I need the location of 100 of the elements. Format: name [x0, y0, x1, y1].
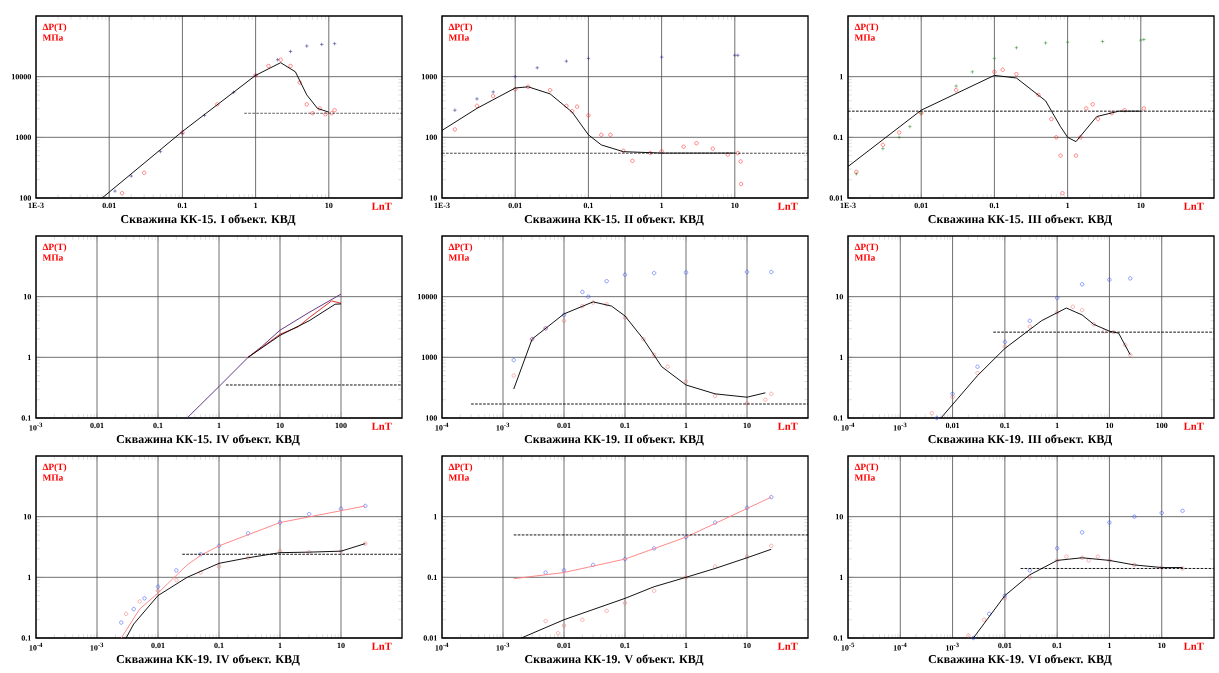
x-axis-title: LnT	[1183, 642, 1204, 650]
x-axis-title: LnT	[777, 202, 798, 210]
x-tick-label: 1	[684, 422, 688, 428]
x-tick-label: 10$^{-3}$	[90, 642, 104, 651]
y-tick-label: 1	[433, 514, 437, 520]
x-tick-label: 10$^{-3}$	[496, 422, 510, 431]
text: Скважина КК-19. VI объект. КВД	[928, 654, 1112, 666]
x-tick-label: 1	[278, 642, 282, 648]
x-tick-label: 10	[731, 202, 739, 209]
x-tick-label: 1E-3	[28, 202, 44, 209]
text: Скважина КК-19. V объект. КВД	[525, 654, 704, 666]
y-axis-title: ΔP(T) МПа	[854, 243, 879, 261]
y-tick-label: 1	[839, 574, 843, 580]
x-tick-label: 10$^{-4}$	[29, 642, 43, 651]
y-tick-label: 10	[23, 513, 31, 520]
x-tick-label: 10	[1106, 422, 1114, 429]
y-tick-label: 1	[839, 74, 843, 80]
y-tick-label: 0.1	[427, 574, 437, 581]
x-tick-label: 1	[217, 422, 221, 428]
x-tick-label: 10$^{-4}$	[435, 422, 449, 431]
x-tick-label: 10	[276, 422, 284, 429]
y-axis-title: ΔP(T) МПа	[448, 243, 473, 261]
y-tick-label: 10	[429, 195, 437, 201]
x-axis-title: LnT	[777, 422, 798, 430]
y-tick-label: 10	[835, 293, 843, 300]
x-tick-label: 0.01	[914, 202, 928, 209]
x-tick-label: 10	[743, 422, 751, 429]
x-tick-label: 0.01	[90, 422, 104, 429]
x-axis-title: LnT	[371, 642, 392, 650]
x-tick-label: 0.1	[177, 202, 187, 209]
x-tick-label: 1	[660, 202, 664, 208]
y-axis-title: ΔP(T) МПа	[42, 243, 67, 261]
x-tick-label: 10$^{-3}$	[29, 422, 43, 431]
x-tick-label: 1	[1108, 642, 1112, 648]
x-tick-label: 1E-3	[434, 202, 450, 209]
x-tick-label: 10	[743, 642, 751, 649]
y-tick-label: 0.1	[21, 415, 31, 421]
text: Скважина КК-15. I объект. КВД	[121, 214, 296, 226]
y-tick-label: 0.1	[833, 415, 843, 421]
x-tick-label: 10$^{-4}$	[893, 642, 907, 651]
x-tick-label: 10	[1158, 642, 1166, 649]
y-tick-label: 1000	[421, 73, 437, 80]
y-axis-title: ΔP(T) МПа	[854, 23, 879, 41]
y-tick-label: 10000	[417, 293, 437, 300]
x-tick-label: 10	[337, 642, 345, 649]
y-tick-label: 0.1	[833, 134, 843, 141]
y-tick-label: 100	[425, 134, 437, 141]
x-tick-label: 1	[254, 202, 258, 208]
x-tick-label: 0.01	[557, 422, 571, 429]
y-axis-title: ΔP(T) МПа	[42, 23, 67, 41]
x-tick-label: 10$^{-5}$	[841, 642, 855, 651]
text: Скважина КК-15. II объект. КВД	[524, 214, 704, 226]
x-tick-label: 0.01	[508, 202, 522, 209]
x-tick-label: 1	[1066, 202, 1070, 208]
x-tick-label: 0.1	[1052, 642, 1062, 649]
text: Скважина КК-19. II объект. КВД	[524, 434, 704, 446]
x-tick-label: 10$^{-3}$	[496, 642, 510, 651]
y-tick-label: 1000	[15, 134, 31, 141]
x-tick-label: 0.01	[151, 642, 165, 649]
y-tick-label: 1	[839, 354, 843, 360]
x-tick-label: 0.1	[214, 642, 224, 649]
text: Скважина КК-19. III объект. КВД	[928, 434, 1113, 446]
x-tick-label: 0.1	[620, 642, 630, 649]
text: Скважина КК-19. IV объект. КВД	[116, 654, 300, 666]
x-tick-label: 0.01	[945, 422, 960, 429]
x-axis-title: LnT	[371, 202, 392, 210]
x-tick-label: 0.01	[998, 642, 1012, 649]
x-tick-label: 1E-3	[840, 202, 856, 209]
text: Скважина КК-15. III объект. КВД	[928, 214, 1113, 226]
y-tick-label: 0.1	[833, 635, 843, 641]
x-tick-label: 10	[325, 202, 333, 209]
text: Скважина КК-15. IV объект. КВД	[116, 434, 300, 446]
x-tick-label: 0.01	[557, 642, 571, 649]
x-tick-label: 1	[1055, 422, 1059, 428]
y-axis-title: ΔP(T) МПа	[448, 463, 473, 481]
y-tick-label: 100	[19, 195, 31, 201]
x-tick-label: 0.1	[989, 202, 999, 209]
x-axis-title: LnT	[1183, 422, 1204, 430]
y-tick-label: 100	[425, 415, 437, 421]
x-tick-label: 0.1	[1000, 422, 1010, 429]
x-tick-label: 100	[1156, 422, 1168, 429]
x-axis-title: LnT	[371, 422, 392, 430]
y-tick-label: 1	[27, 574, 31, 580]
y-tick-label: 0.01	[423, 635, 437, 641]
y-axis-title: ΔP(T) МПа	[42, 463, 67, 481]
x-tick-label: 10$^{-3}$	[893, 422, 907, 431]
y-tick-label: 10	[23, 293, 31, 300]
x-tick-label: 0.1	[620, 422, 630, 429]
y-tick-label: 0.01	[829, 195, 843, 201]
y-axis-title: ΔP(T) МПа	[854, 463, 879, 481]
x-tick-label: 0.1	[153, 422, 163, 429]
x-tick-label: 0.1	[583, 202, 593, 209]
x-tick-label: 10$^{-4}$	[435, 642, 449, 651]
x-axis-title: LnT	[777, 642, 798, 650]
y-tick-label: 1	[27, 354, 31, 360]
x-tick-label: 1	[684, 642, 688, 648]
x-tick-label: 10	[1137, 202, 1145, 209]
x-tick-label: 0.01	[102, 202, 116, 209]
x-axis-title: LnT	[1183, 202, 1204, 210]
y-tick-label: 10	[835, 513, 843, 520]
